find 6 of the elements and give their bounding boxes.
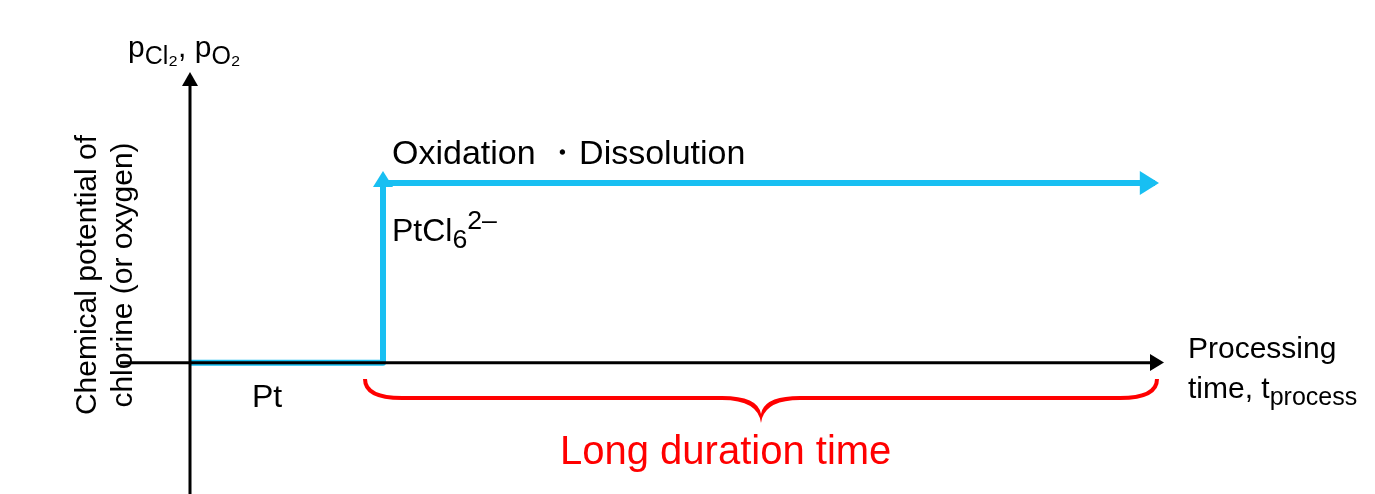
x-axis-title: Processing time, t$_{process}$ <box>1188 330 1359 412</box>
text: p$_{Cl₂}$, p$_{O₂}$ <box>128 30 241 70</box>
text: Long duration time <box>560 428 892 473</box>
y-axis-title: Chemical potential of chlorine (or oxygen) <box>68 133 139 418</box>
text: Pt <box>252 378 283 415</box>
text: Oxidation ・Dissolution <box>392 132 746 173</box>
